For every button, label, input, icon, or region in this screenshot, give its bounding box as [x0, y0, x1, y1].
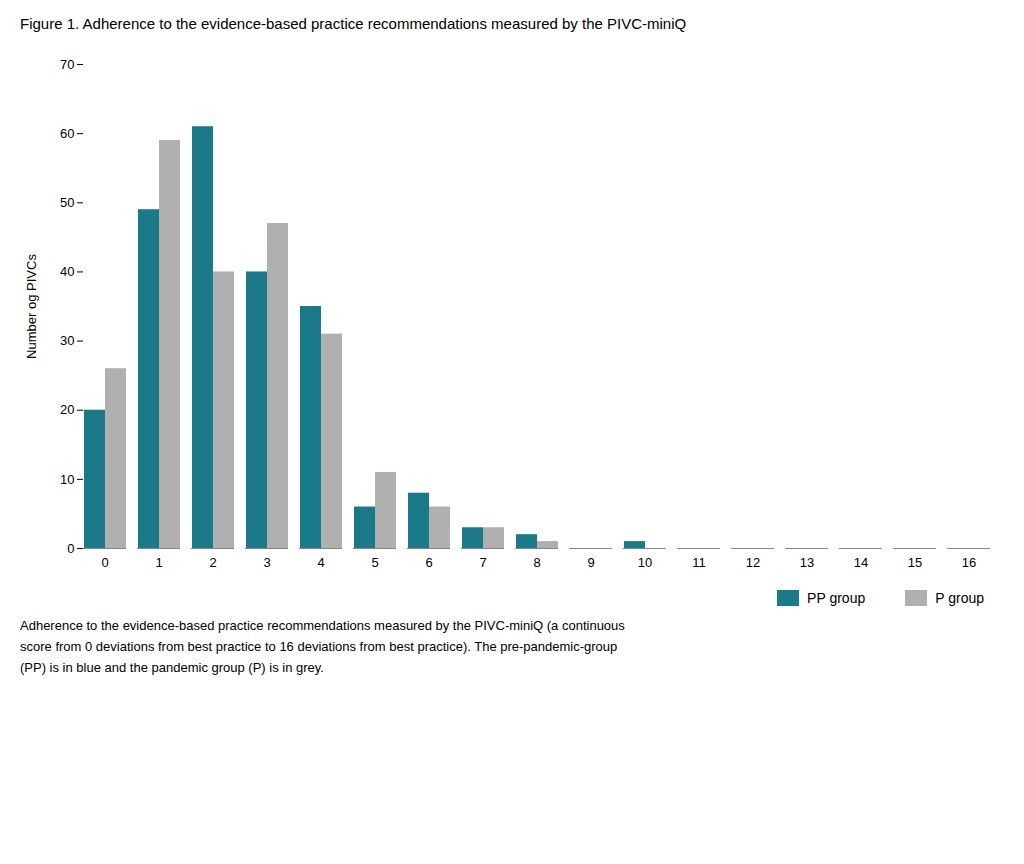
svg-text:1: 1	[155, 555, 162, 570]
svg-text:15: 15	[908, 555, 922, 570]
svg-text:10: 10	[60, 472, 74, 487]
svg-text:Number og PIVCs: Number og PIVCs	[24, 254, 39, 359]
svg-text:60: 60	[60, 126, 74, 141]
html-text:PP group: PP group	[807, 590, 866, 607]
svg-text:12: 12	[746, 555, 760, 570]
svg-text:50: 50	[60, 195, 74, 210]
svg-text:40: 40	[60, 264, 74, 279]
svg-text:8: 8	[533, 555, 540, 570]
html-text:Adherence to the evidence-base: Adherence to the evidence-based practice…	[20, 618, 625, 675]
svg-text:11: 11	[692, 555, 706, 570]
svg-text:0: 0	[67, 541, 74, 556]
svg-text:3: 3	[263, 555, 270, 570]
svg-text:13: 13	[800, 555, 814, 570]
svg-text:14: 14	[854, 555, 868, 570]
svg-text:10: 10	[638, 555, 652, 570]
svg-text:20: 20	[60, 403, 74, 418]
svg-text:5: 5	[371, 555, 378, 570]
svg-text:7: 7	[479, 555, 486, 570]
svg-text:16: 16	[962, 555, 976, 570]
html-text:P group: P group	[935, 590, 984, 607]
html-text:Figure 1. Adherence to the evi: Figure 1. Adherence to the evidence-base…	[20, 15, 687, 32]
svg-text:9: 9	[587, 555, 594, 570]
svg-text:70: 70	[60, 57, 74, 72]
svg-text:4: 4	[317, 555, 324, 570]
svg-text:6: 6	[425, 555, 432, 570]
svg-text:0: 0	[101, 555, 108, 570]
svg-text:30: 30	[60, 333, 74, 348]
svg-text:2: 2	[209, 555, 216, 570]
